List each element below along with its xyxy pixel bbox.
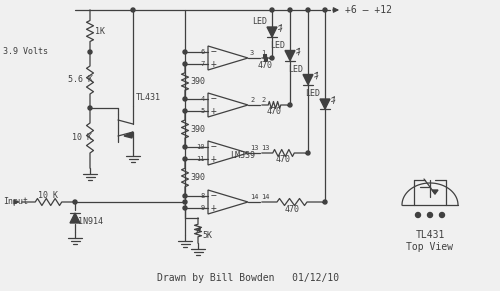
Text: 11: 11	[196, 156, 205, 162]
Text: 10 K: 10 K	[38, 191, 58, 200]
Text: 10: 10	[196, 144, 205, 150]
Text: 8: 8	[201, 193, 205, 199]
Polygon shape	[124, 132, 133, 138]
Text: LED: LED	[305, 90, 320, 98]
Circle shape	[131, 8, 135, 12]
Text: −: −	[211, 142, 217, 152]
Text: 13: 13	[261, 145, 270, 151]
Text: 470: 470	[267, 107, 282, 116]
Text: 10 K: 10 K	[72, 134, 92, 143]
Circle shape	[288, 103, 292, 107]
Circle shape	[270, 8, 274, 12]
Text: 2: 2	[261, 97, 265, 103]
Text: +: +	[211, 106, 217, 116]
Polygon shape	[70, 213, 80, 223]
Text: 4: 4	[201, 96, 205, 102]
Text: −: −	[211, 191, 217, 201]
Text: LED: LED	[288, 65, 303, 74]
Circle shape	[323, 200, 327, 204]
Circle shape	[183, 97, 187, 101]
Text: LED: LED	[252, 17, 267, 26]
Text: 470: 470	[284, 205, 300, 214]
Text: 3.9 Volts: 3.9 Volts	[3, 47, 48, 56]
Circle shape	[73, 200, 77, 204]
Text: 6: 6	[201, 49, 205, 55]
Text: 5.6 K: 5.6 K	[68, 75, 93, 84]
Circle shape	[183, 109, 187, 113]
Text: +: +	[211, 59, 217, 69]
Circle shape	[428, 212, 432, 217]
Text: +6 — +12: +6 — +12	[345, 5, 392, 15]
Text: 1: 1	[261, 50, 265, 56]
Circle shape	[270, 56, 274, 60]
Polygon shape	[303, 74, 313, 84]
Text: 2: 2	[250, 97, 254, 103]
Polygon shape	[320, 99, 330, 109]
Text: 1N914: 1N914	[78, 217, 103, 226]
Text: TL431: TL431	[136, 93, 161, 102]
Text: +: +	[211, 154, 217, 164]
Text: LED: LED	[270, 41, 285, 50]
Text: 14: 14	[250, 194, 258, 200]
Text: 470: 470	[258, 61, 273, 70]
Circle shape	[416, 212, 420, 217]
Circle shape	[88, 106, 92, 110]
Circle shape	[288, 8, 292, 12]
Text: 13: 13	[250, 145, 258, 151]
Text: LM339: LM339	[230, 150, 255, 159]
Text: 390: 390	[190, 173, 205, 182]
Text: 5K: 5K	[202, 231, 212, 240]
Circle shape	[183, 157, 187, 161]
Circle shape	[440, 212, 444, 217]
Text: Drawn by Bill Bowden   01/12/10: Drawn by Bill Bowden 01/12/10	[157, 273, 339, 283]
Polygon shape	[432, 190, 438, 194]
Text: −: −	[211, 94, 217, 104]
Text: 9: 9	[201, 205, 205, 211]
Circle shape	[183, 62, 187, 66]
Circle shape	[183, 194, 187, 198]
Circle shape	[183, 200, 187, 204]
Polygon shape	[285, 51, 295, 61]
Text: 7: 7	[201, 61, 205, 67]
Text: −: −	[211, 47, 217, 57]
Polygon shape	[267, 27, 277, 37]
Text: 3: 3	[250, 50, 254, 56]
Circle shape	[323, 8, 327, 12]
Text: 470: 470	[276, 155, 291, 164]
Text: TL431: TL431	[416, 230, 444, 240]
Text: +: +	[211, 203, 217, 213]
Text: 1K: 1K	[95, 26, 105, 36]
Text: 390: 390	[190, 77, 205, 86]
Text: 14: 14	[261, 194, 270, 200]
Circle shape	[183, 50, 187, 54]
Text: Input: Input	[3, 198, 28, 207]
Circle shape	[88, 50, 92, 54]
Circle shape	[306, 8, 310, 12]
Circle shape	[306, 151, 310, 155]
Circle shape	[183, 206, 187, 210]
Text: 390: 390	[190, 125, 205, 134]
Text: Top View: Top View	[406, 242, 454, 252]
Circle shape	[183, 145, 187, 149]
Text: 5: 5	[201, 108, 205, 114]
